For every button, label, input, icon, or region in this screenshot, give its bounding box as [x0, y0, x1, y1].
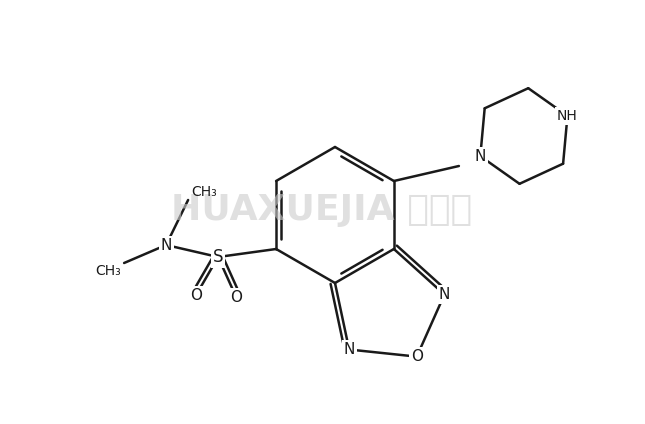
Text: S: S: [213, 248, 223, 266]
Text: N: N: [475, 149, 486, 164]
Text: CH₃: CH₃: [95, 264, 121, 278]
Text: CH₃: CH₃: [191, 185, 217, 199]
Text: O: O: [190, 287, 202, 302]
Text: O: O: [411, 349, 422, 364]
Text: HUAXUEJIA 化学加: HUAXUEJIA 化学加: [172, 193, 473, 227]
Text: O: O: [230, 290, 242, 304]
Text: NH: NH: [557, 109, 578, 123]
Text: N: N: [439, 287, 450, 302]
Text: N: N: [161, 237, 172, 253]
Text: N: N: [343, 342, 355, 357]
